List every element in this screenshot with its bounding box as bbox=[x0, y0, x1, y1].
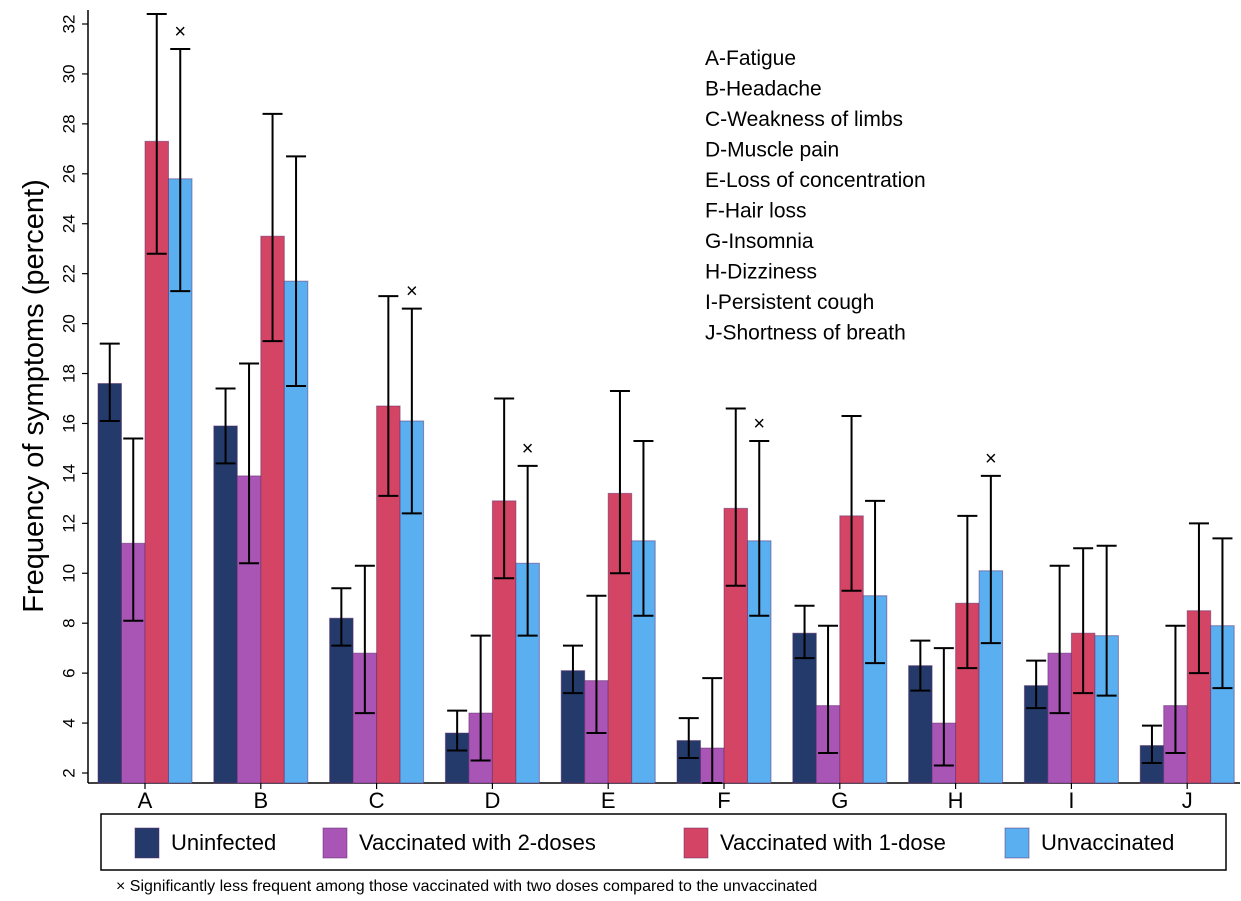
y-tick-label: 10 bbox=[60, 564, 79, 583]
y-tick-label: 2 bbox=[60, 768, 79, 777]
significance-marker: × bbox=[985, 448, 997, 470]
x-tick-label: F bbox=[717, 788, 730, 813]
significance-marker: × bbox=[406, 281, 418, 303]
significance-marker: × bbox=[753, 413, 765, 435]
y-tick-label: 30 bbox=[60, 64, 79, 83]
y-tick-label: 22 bbox=[60, 264, 79, 283]
legend-swatch bbox=[322, 827, 348, 859]
y-tick-label: 18 bbox=[60, 364, 79, 383]
footnote: × Significantly less frequent among thos… bbox=[116, 878, 817, 895]
key-line: A-Fatigue bbox=[705, 47, 796, 70]
legend-swatch bbox=[134, 827, 160, 859]
x-tick-label: A bbox=[138, 788, 153, 813]
y-tick-label: 14 bbox=[60, 464, 79, 483]
key-line: E-Loss of concentration bbox=[705, 169, 926, 192]
x-tick-label: C bbox=[369, 788, 385, 813]
y-tick-label: 26 bbox=[60, 164, 79, 183]
y-tick-label: 32 bbox=[60, 15, 79, 34]
y-tick-label: 24 bbox=[60, 214, 79, 233]
x-tick-label: D bbox=[484, 788, 500, 813]
key-line: B-Headache bbox=[705, 78, 822, 101]
x-tick-label: H bbox=[948, 788, 964, 813]
key-line: G-Insomnia bbox=[705, 230, 814, 253]
significance-marker: × bbox=[522, 438, 534, 460]
x-tick-label: J bbox=[1182, 788, 1193, 813]
key-line: D-Muscle pain bbox=[705, 139, 839, 162]
y-tick-label: 20 bbox=[60, 314, 79, 333]
significance-markers: × × × × × bbox=[174, 21, 996, 470]
bars bbox=[97, 140, 1235, 784]
x-tick-labels: A B C D E F G H I J bbox=[138, 783, 1193, 813]
category-key: A-Fatigue B-Headache C-Weakness of limbs D-… bbox=[705, 47, 926, 345]
legend-swatch bbox=[1004, 827, 1030, 859]
y-axis-title: Frequency of symptoms (percent) bbox=[18, 179, 50, 613]
x-tick-label: B bbox=[253, 788, 268, 813]
legend-label: Vaccinated with 2-doses bbox=[359, 830, 596, 855]
key-line: H-Dizziness bbox=[705, 261, 817, 284]
y-tick-label: 8 bbox=[60, 618, 79, 627]
legend-label: Uninfected bbox=[171, 830, 276, 855]
bar bbox=[97, 383, 122, 784]
bar bbox=[213, 425, 238, 784]
legend: Uninfected Vaccinated with 2-doses Vaccina… bbox=[100, 813, 1227, 871]
legend-swatch bbox=[683, 827, 709, 859]
key-line: J-Shortness of breath bbox=[705, 322, 906, 345]
legend-box bbox=[100, 813, 1227, 871]
x-tick-label: G bbox=[831, 788, 848, 813]
key-line: F-Hair loss bbox=[705, 200, 807, 223]
y-tick-label: 6 bbox=[60, 668, 79, 677]
y-tick-label: 28 bbox=[60, 114, 79, 133]
x-tick-label: I bbox=[1068, 788, 1074, 813]
y-axis-title-group: Frequency of symptoms (percent) bbox=[18, 179, 50, 613]
y-tick-label: 16 bbox=[60, 414, 79, 433]
x-tick-label: E bbox=[601, 788, 616, 813]
key-line: C-Weakness of limbs bbox=[705, 108, 903, 131]
significance-marker: × bbox=[174, 21, 186, 43]
legend-label: Vaccinated with 1-dose bbox=[720, 830, 946, 855]
y-tick-label: 12 bbox=[60, 514, 79, 533]
key-line: I-Persistent cough bbox=[705, 291, 874, 314]
y-tick-label: 4 bbox=[60, 718, 79, 727]
error-bars bbox=[99, 13, 1233, 784]
legend-label: Unvaccinated bbox=[1041, 830, 1174, 855]
